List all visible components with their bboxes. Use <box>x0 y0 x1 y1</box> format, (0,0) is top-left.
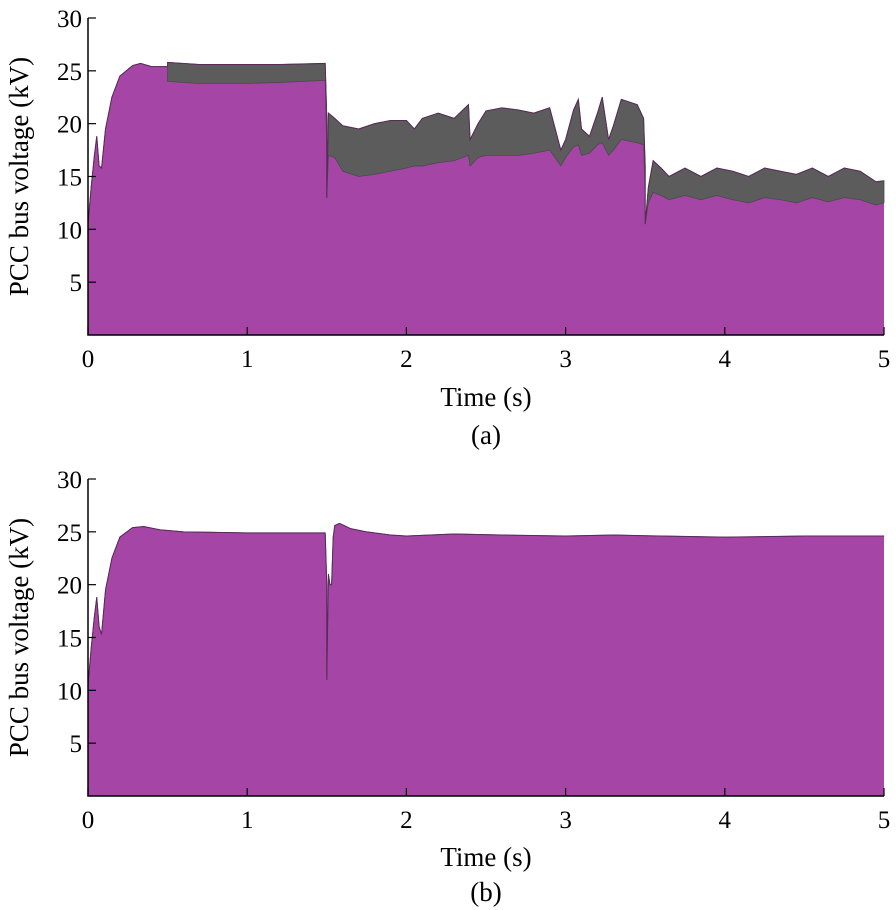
x-tick-label-b-2: 2 <box>400 807 413 834</box>
chart-panel-b: 0 1 2 3 4 5 5 10 15 20 25 30 Time (s) PCC bus voltage… <box>4 467 890 907</box>
x-tick-label-b-3: 3 <box>559 807 572 834</box>
x-tick-label-a-5: 5 <box>878 346 891 373</box>
y-tick-label-b-25: 25 <box>57 520 82 547</box>
series-area-a-0 <box>88 63 884 335</box>
x-tick-label-a-0: 0 <box>82 346 95 373</box>
x-tick-label-a-4: 4 <box>719 346 732 373</box>
caption-a: (a) <box>471 420 501 450</box>
y-tick-label-a-5: 5 <box>70 270 83 297</box>
y-axis-label-a: PCC bus voltage (kV) <box>4 57 34 296</box>
y-tick-label-a-10: 10 <box>57 217 82 244</box>
x-tick-label-b-4: 4 <box>719 807 732 834</box>
y-tick-label-a-25: 25 <box>57 59 82 86</box>
x-tick-label-b-1: 1 <box>241 807 254 834</box>
y-tick-label-b-5: 5 <box>70 731 83 758</box>
y-tick-label-b-15: 15 <box>57 626 82 653</box>
caption-b: (b) <box>470 877 501 907</box>
y-tick-label-a-15: 15 <box>57 165 82 192</box>
x-tick-label-b-0: 0 <box>82 807 95 834</box>
x-tick-label-a-2: 2 <box>400 346 413 373</box>
x-axis-label-b: Time (s) <box>440 842 531 872</box>
x-tick-label-b-5: 5 <box>878 807 891 834</box>
series-line-a-0 <box>87 61 885 225</box>
y-tick-label-b-30: 30 <box>57 467 82 494</box>
x-tick-label-a-3: 3 <box>559 346 572 373</box>
series-area-b-0 <box>88 523 884 796</box>
y-tick-label-b-10: 10 <box>57 678 82 705</box>
y-tick-label-a-30: 30 <box>57 6 82 33</box>
x-axis-label-a: Time (s) <box>440 382 531 412</box>
y-tick-label-b-20: 20 <box>57 573 82 600</box>
chart-panel-a: 0 1 2 3 4 5 5 10 15 20 25 30 Time (s) PCC bus voltage… <box>4 6 890 450</box>
y-axis-label-b: PCC bus voltage (kV) <box>4 518 34 757</box>
y-tick-label-a-20: 20 <box>57 112 82 139</box>
series-line-b-0 <box>87 522 884 686</box>
x-tick-label-a-1: 1 <box>241 346 254 373</box>
